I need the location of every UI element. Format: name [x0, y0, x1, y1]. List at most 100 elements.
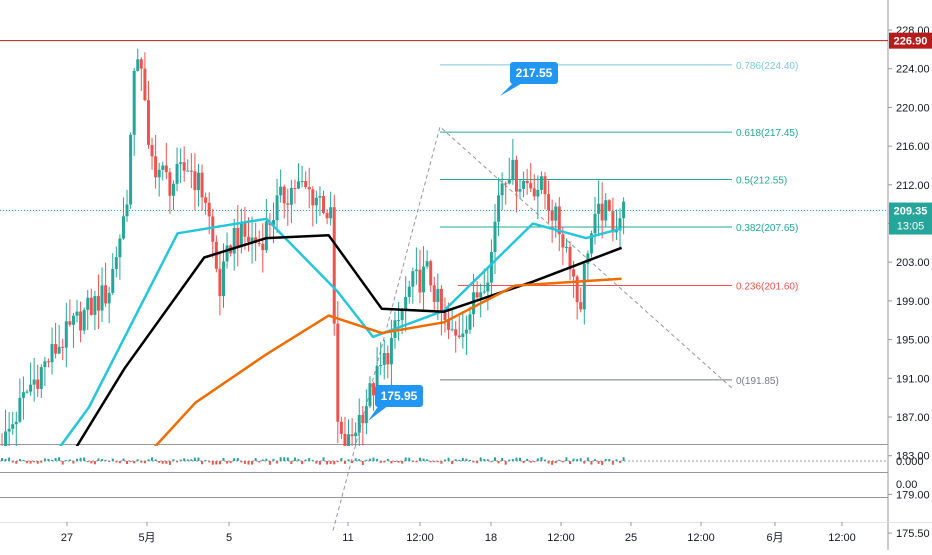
candle-body: [179, 162, 183, 164]
indicator-bar: [561, 461, 564, 463]
candle-body: [343, 433, 347, 446]
fib-level-label: 0.382(207.65): [736, 223, 798, 234]
countdown-text: 13:05: [897, 221, 925, 233]
candle-body: [368, 383, 372, 407]
candle-body: [300, 181, 304, 183]
indicator-bar: [151, 457, 154, 461]
indicator-bar: [458, 459, 461, 461]
time-tick-label: 18: [485, 532, 497, 544]
indicator-bar: [365, 459, 368, 461]
candle-body: [329, 207, 333, 219]
indicator-bar: [544, 459, 547, 461]
price-tick-label: 216.00: [896, 141, 930, 153]
indicator-bar: [422, 458, 425, 461]
candle-body: [57, 346, 61, 354]
indicator-bar: [372, 457, 375, 461]
candle-body: [175, 163, 179, 184]
candle-body: [100, 285, 104, 311]
candle-body: [107, 292, 111, 304]
candle-body: [518, 189, 522, 192]
fibonacci-layer: 0.786(224.40) 0.618(217.45) 0.5(212.55) 0.3…: [440, 61, 798, 387]
candle-body: [411, 271, 415, 287]
moving-average-line[interactable]: [0, 233, 623, 545]
low-callout-text: 175.95: [381, 389, 418, 403]
candle-body: [32, 379, 36, 385]
candle-body: [418, 269, 422, 293]
indicator-bar: [179, 459, 182, 461]
candle-body: [96, 296, 100, 311]
low-callout[interactable]: [375, 385, 423, 407]
indicator-bar: [386, 458, 389, 461]
candle-body: [293, 187, 297, 189]
candle-body: [161, 165, 165, 170]
indicator-bar: [29, 461, 32, 464]
price-tick-label: 203.00: [896, 257, 930, 269]
indicator-bar: [447, 457, 450, 461]
candle-body: [529, 183, 533, 189]
indicator-bar: [522, 461, 525, 464]
candle-body: [436, 288, 440, 302]
candle-body: [482, 291, 486, 293]
indicator-bar: [501, 457, 504, 461]
indicator-bar: [129, 461, 132, 463]
indicator-bar: [1, 458, 3, 461]
candle-body: [146, 100, 150, 145]
labels-layer: 226.90 209.35 13:05 217.55 175.95: [368, 32, 932, 421]
indicator-bar: [26, 461, 29, 464]
indicator-bar: [622, 457, 625, 461]
indicator-bar: [229, 461, 232, 464]
candle-body: [232, 227, 236, 254]
indicator-bar: [401, 461, 404, 464]
candle-body: [297, 181, 301, 189]
indicator-bar: [433, 461, 436, 463]
indicator-bar: [572, 458, 575, 461]
indicator-bar: [601, 461, 604, 465]
candle-body: [46, 361, 50, 363]
candle-body: [497, 195, 501, 222]
candle-body: [382, 353, 386, 365]
indicator-bar: [197, 457, 200, 461]
indicator-bar: [240, 461, 243, 463]
candle-body: [71, 315, 75, 325]
candle-body: [447, 319, 451, 330]
time-axis[interactable]: 27 5月 5 11 12:00 18 12:00 25 12:00 6月 12:00: [61, 522, 856, 544]
candle-body: [322, 196, 326, 214]
candle-body: [189, 170, 193, 172]
indicator-bar: [118, 461, 121, 464]
moving-average-line[interactable]: [71, 277, 622, 548]
indicator-bar: [133, 461, 136, 464]
candle-body: [450, 329, 454, 331]
candle-body: [139, 59, 143, 69]
indicator-bar: [122, 458, 125, 461]
time-tick-label: 27: [61, 532, 73, 544]
indicator-bar: [461, 457, 464, 461]
indicator-bar: [154, 459, 157, 461]
indicator-bar: [390, 461, 393, 464]
candle-body: [461, 333, 465, 338]
indicator-bar: [11, 461, 14, 463]
indicator-bar: [158, 461, 161, 463]
candle-body: [589, 233, 593, 254]
time-tick-label: 5: [226, 532, 232, 544]
candle-body: [397, 320, 401, 322]
indicator-bar: [83, 457, 86, 461]
high-callout[interactable]: [510, 62, 558, 84]
time-tick-label: 6月: [766, 532, 783, 544]
indicator-bar: [604, 458, 607, 461]
indicator-bar: [333, 461, 336, 465]
indicator-bar: [65, 459, 68, 461]
indicator-bar: [404, 457, 407, 461]
candle-body: [557, 206, 561, 235]
candle-body: [550, 210, 554, 221]
indicator-bar: [8, 457, 11, 461]
indicator-bar: [347, 459, 350, 461]
moving-average-line[interactable]: [0, 217, 622, 529]
fib-level-label: 0.236(201.60): [736, 282, 798, 293]
candle-body: [11, 424, 15, 429]
candle-body: [264, 221, 268, 251]
indicator-bar: [36, 461, 39, 464]
indicator-bar: [619, 461, 622, 463]
indicator-bar: [483, 458, 486, 461]
